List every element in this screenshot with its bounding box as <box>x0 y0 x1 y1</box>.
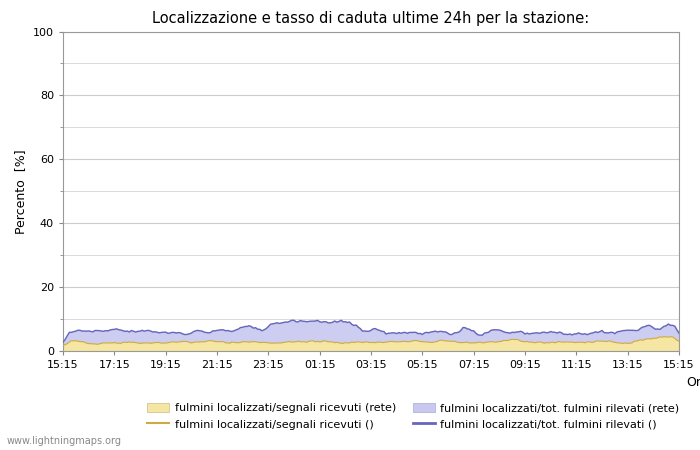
Title: Localizzazione e tasso di caduta ultime 24h per la stazione:: Localizzazione e tasso di caduta ultime … <box>153 11 589 26</box>
Text: www.lightningmaps.org: www.lightningmaps.org <box>7 436 122 446</box>
Y-axis label: Percento  [%]: Percento [%] <box>15 149 27 234</box>
Text: Orario: Orario <box>686 376 700 389</box>
Legend: fulmini localizzati/segnali ricevuti (rete), fulmini localizzati/segnali ricevut: fulmini localizzati/segnali ricevuti (re… <box>143 398 684 434</box>
